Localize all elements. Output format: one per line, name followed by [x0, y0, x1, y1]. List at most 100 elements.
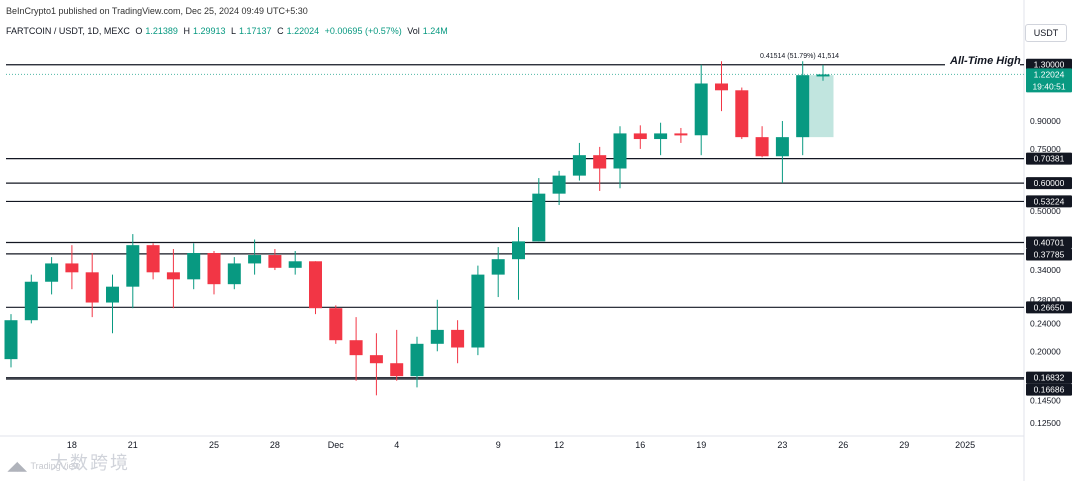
symbol-name[interactable]: FARTCOIN / USDT, 1D, MEXC: [6, 26, 130, 36]
level-price-tag: [1026, 58, 1072, 71]
level-price-label: 0.16832: [1034, 373, 1065, 383]
currency-button[interactable]: USDT: [1025, 24, 1067, 42]
candle-body: [390, 363, 404, 377]
close-value: 1.22024: [286, 26, 320, 36]
open-label: O: [135, 26, 143, 36]
current-price-label: 1.22024: [1034, 69, 1065, 79]
y-tick-label: 0.34000: [1030, 265, 1061, 275]
volume-value: 1.24M: [422, 26, 448, 36]
level-price-tag: [1026, 383, 1072, 396]
tradingview-logo-icon: ◢◣: [8, 459, 27, 473]
candle-body: [552, 175, 566, 194]
countdown-label: 19:40:51: [1032, 81, 1065, 91]
level-price-tag: [1026, 177, 1072, 190]
candle-body: [775, 137, 789, 157]
open-value: 1.21389: [145, 26, 178, 36]
candle-body: [654, 133, 668, 140]
x-tick-label: 19: [696, 440, 706, 450]
all-time-high-label: All-Time High: [950, 55, 1021, 67]
candle-body: [349, 340, 363, 356]
x-tick-label: 21: [128, 440, 138, 450]
level-price-label: 0.60000: [1034, 178, 1065, 188]
low-label: L: [231, 26, 237, 36]
x-tick-label: 18: [67, 440, 77, 450]
candle-body: [694, 83, 708, 136]
y-tick-label: 0.14500: [1030, 396, 1061, 406]
candle-body: [755, 137, 769, 157]
candle-body: [65, 263, 79, 273]
level-price-label: 0.53224: [1034, 196, 1065, 206]
x-tick-label: 23: [777, 440, 787, 450]
candle-body: [532, 193, 546, 242]
symbol-legend: FARTCOIN / USDT, 1D, MEXC O 1.21389 H 1.29…: [6, 26, 451, 36]
x-tick-label: Dec: [328, 440, 345, 450]
y-tick-label: 0.90000: [1030, 116, 1061, 126]
y-tick-label: 0.24000: [1030, 318, 1061, 328]
candle-body: [85, 272, 99, 303]
candle-body: [572, 155, 586, 176]
candle-body: [633, 133, 647, 140]
x-tick-label: 26: [838, 440, 848, 450]
publisher-line: BeInCrypto1 published on TradingView.com…: [6, 6, 308, 16]
candle-body: [146, 245, 160, 273]
current-price-tag: [1026, 68, 1072, 93]
candle-body: [674, 133, 688, 136]
level-price-tag: [1026, 152, 1072, 165]
level-price-tag: [1026, 248, 1072, 261]
measure-label: 0.41514 (51.79%) 41,514: [760, 53, 840, 60]
x-tick-label: 16: [635, 440, 645, 450]
level-price-tag: [1026, 301, 1072, 314]
volume-label: Vol: [407, 26, 420, 36]
candle-body: [451, 329, 465, 348]
x-tick-label: 4: [394, 440, 399, 450]
candle-body: [24, 281, 38, 321]
level-price-tag: [1026, 195, 1072, 208]
candle-body: [227, 263, 241, 285]
candle-body: [268, 255, 282, 268]
watermark-cn: 大数跨境: [50, 453, 130, 473]
candle-body: [471, 274, 485, 348]
candle-body: [816, 74, 830, 77]
level-price-tag: [1026, 236, 1072, 249]
level-price-label: 0.70381: [1034, 154, 1065, 164]
tradingview-text: TradingView: [30, 461, 80, 471]
candle-body: [410, 343, 424, 377]
candle-body: [309, 261, 322, 309]
change-value: +0.00695 (+0.57%): [324, 26, 402, 36]
candle-body: [735, 90, 749, 138]
candle-body: [329, 308, 343, 341]
candle-body: [126, 245, 140, 287]
candle-body: [207, 253, 221, 285]
high-value: 1.29913: [192, 26, 226, 36]
candle-body: [4, 320, 18, 360]
candle-body: [715, 83, 728, 91]
x-tick-label: 29: [899, 440, 909, 450]
y-tick-label: 0.12500: [1030, 418, 1061, 428]
x-tick-label: 2025: [955, 440, 975, 450]
candle-body: [45, 263, 59, 282]
x-tick-label: 25: [209, 440, 219, 450]
candle-body: [593, 155, 607, 169]
y-tick-label: 0.20000: [1030, 346, 1061, 356]
y-tick-label: 0.50000: [1030, 206, 1061, 216]
y-tick-label: 0.75000: [1030, 144, 1061, 154]
candle-body: [288, 261, 302, 268]
x-tick-label: 28: [270, 440, 280, 450]
candle-body: [512, 241, 525, 260]
candle-body: [166, 272, 180, 280]
x-tick-label: 9: [496, 440, 501, 450]
candle-body: [796, 75, 810, 138]
candle-body: [187, 253, 201, 280]
level-price-tag: [1026, 371, 1072, 384]
level-price-label: 0.37785: [1034, 250, 1065, 260]
y-tick-label: 0.28000: [1030, 295, 1061, 305]
level-price-label: 1.30000: [1034, 60, 1065, 70]
candle-body: [491, 259, 505, 275]
x-tick-label: 12: [554, 440, 564, 450]
level-price-label: 0.26650: [1034, 302, 1065, 312]
level-price-label: 0.16686: [1034, 385, 1065, 395]
candle-body: [248, 255, 262, 264]
candle-body: [430, 329, 444, 344]
high-label: H: [183, 26, 190, 36]
